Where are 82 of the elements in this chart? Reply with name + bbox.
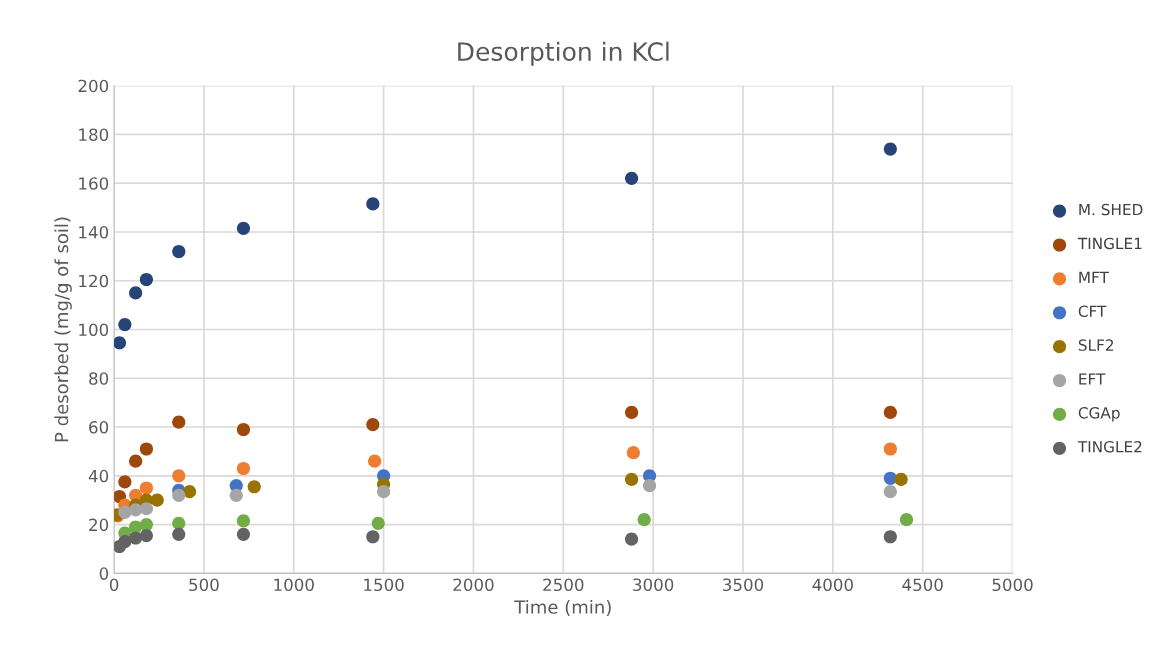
y-tick-label: 20 bbox=[89, 518, 109, 532]
point bbox=[236, 221, 251, 235]
point bbox=[894, 472, 908, 487]
point bbox=[883, 530, 897, 544]
legend-label: MFT bbox=[1079, 271, 1109, 283]
x-axis-title: Time (min) bbox=[514, 599, 611, 616]
point bbox=[247, 480, 261, 494]
point bbox=[150, 493, 164, 507]
y-axis-title: P desorbed (mg/g of soil) bbox=[54, 217, 72, 442]
point bbox=[236, 527, 251, 541]
legend-label: CFT bbox=[1078, 305, 1107, 317]
legend-label: CGAp bbox=[1078, 407, 1120, 422]
point bbox=[625, 532, 639, 546]
point bbox=[371, 516, 385, 530]
point bbox=[625, 472, 639, 487]
point bbox=[172, 415, 186, 429]
point bbox=[172, 516, 186, 530]
legend-label: TINGLE2 bbox=[1077, 440, 1142, 453]
point bbox=[129, 286, 143, 300]
point bbox=[139, 517, 153, 532]
point bbox=[883, 405, 897, 419]
point bbox=[625, 405, 639, 419]
y-tick-label: 60 bbox=[89, 420, 109, 434]
point bbox=[368, 454, 382, 468]
point bbox=[114, 336, 127, 350]
point bbox=[883, 485, 897, 499]
x-tick-label: 3000 bbox=[633, 578, 674, 592]
y-tick-label: 140 bbox=[79, 225, 109, 239]
point bbox=[236, 422, 251, 437]
point bbox=[366, 418, 380, 432]
x-tick-label: 1500 bbox=[364, 578, 404, 592]
point bbox=[229, 488, 243, 502]
point bbox=[626, 446, 640, 460]
point bbox=[139, 502, 153, 516]
point bbox=[642, 478, 657, 493]
chart-title: Desorption in KCl bbox=[458, 41, 669, 66]
point bbox=[118, 535, 132, 549]
x-tick-label: 2000 bbox=[453, 578, 494, 592]
x-tick-label: 5000 bbox=[992, 578, 1033, 592]
x-tick-label: 500 bbox=[189, 578, 219, 592]
point bbox=[172, 527, 186, 541]
x-tick-label: 3500 bbox=[723, 578, 764, 592]
point bbox=[172, 244, 186, 259]
legend-label: TINGLE1 bbox=[1077, 237, 1142, 250]
point bbox=[366, 197, 380, 211]
point bbox=[182, 485, 197, 499]
x-tick-label: 4500 bbox=[902, 578, 943, 592]
legend-label: EFT bbox=[1079, 373, 1106, 385]
y-tick-label: 40 bbox=[88, 469, 109, 483]
point bbox=[118, 318, 132, 332]
x-tick-label: 4000 bbox=[812, 578, 853, 592]
x-tick-label: 2500 bbox=[543, 578, 584, 592]
legend-label: SLF2 bbox=[1078, 339, 1114, 351]
point bbox=[129, 531, 143, 545]
y-tick-label: 180 bbox=[79, 128, 109, 142]
y-tick-label: 100 bbox=[79, 323, 109, 337]
x-tick-label: 0 bbox=[109, 578, 119, 592]
x-tick-label: 1000 bbox=[274, 578, 314, 592]
point bbox=[883, 442, 897, 456]
point bbox=[236, 514, 251, 528]
y-tick-label: 0 bbox=[99, 567, 109, 580]
y-tick-label: 200 bbox=[78, 79, 109, 93]
y-tick-label: 160 bbox=[79, 177, 109, 190]
legend-label: M. SHED bbox=[1079, 203, 1143, 216]
point bbox=[172, 488, 186, 502]
point bbox=[625, 171, 639, 185]
point bbox=[366, 530, 380, 544]
y-tick-label: 120 bbox=[79, 274, 109, 288]
point bbox=[883, 471, 897, 485]
point bbox=[118, 475, 132, 489]
point bbox=[899, 513, 914, 527]
point bbox=[172, 469, 186, 483]
point bbox=[139, 272, 153, 287]
point bbox=[139, 528, 153, 543]
point bbox=[236, 461, 251, 476]
point bbox=[139, 442, 153, 456]
point bbox=[129, 454, 143, 468]
point bbox=[883, 142, 897, 156]
point bbox=[637, 513, 651, 527]
point bbox=[377, 485, 391, 499]
point bbox=[139, 481, 153, 495]
y-tick-label: 80 bbox=[89, 372, 109, 385]
